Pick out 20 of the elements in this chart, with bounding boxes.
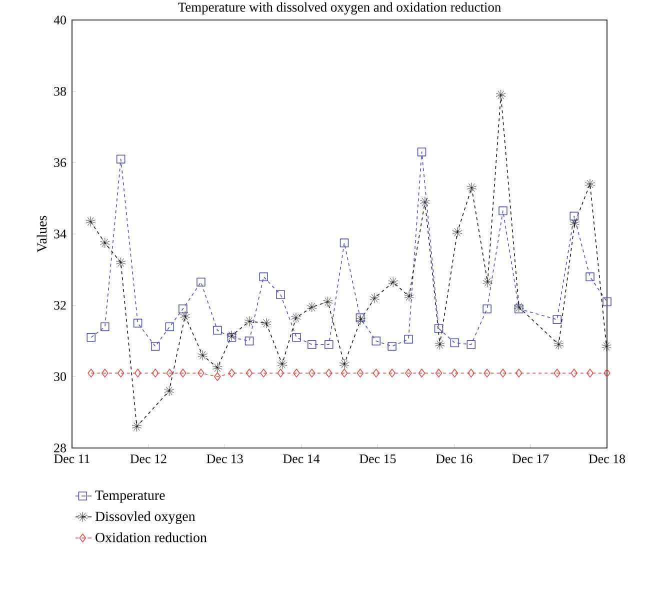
legend-label: Dissovled oxygen [95, 511, 196, 524]
x-tick-label: Dec 12 [130, 454, 166, 464]
chart-title: Temperature with dissolved oxygen and oxidation reduction [178, 2, 501, 14]
x-tick-label: Dec 15 [360, 454, 396, 464]
x-tick-label: Dec 18 [588, 454, 626, 464]
x-tick-label: Dec 14 [283, 454, 320, 464]
y-tick-label: 28 [54, 444, 66, 452]
y-axis-title: Values [36, 216, 47, 252]
x-tick-label: Dec 11 [54, 454, 90, 464]
y-tick-label: 40 [54, 16, 66, 24]
y-tick-label: 36 [54, 158, 66, 167]
legend-label: Temperature [95, 490, 165, 503]
legend-label: Oxidation reduction [96, 532, 207, 542]
y-tick-label: 34 [54, 230, 66, 238]
x-tick-label: Dec 13 [206, 454, 243, 464]
y-tick-label: 30 [54, 372, 66, 382]
y-tick-label: 32 [54, 300, 66, 310]
x-tick-label: Dec 17 [512, 454, 549, 464]
y-tick-label: 38 [54, 86, 66, 96]
x-tick-label: Dec 16 [436, 454, 472, 464]
